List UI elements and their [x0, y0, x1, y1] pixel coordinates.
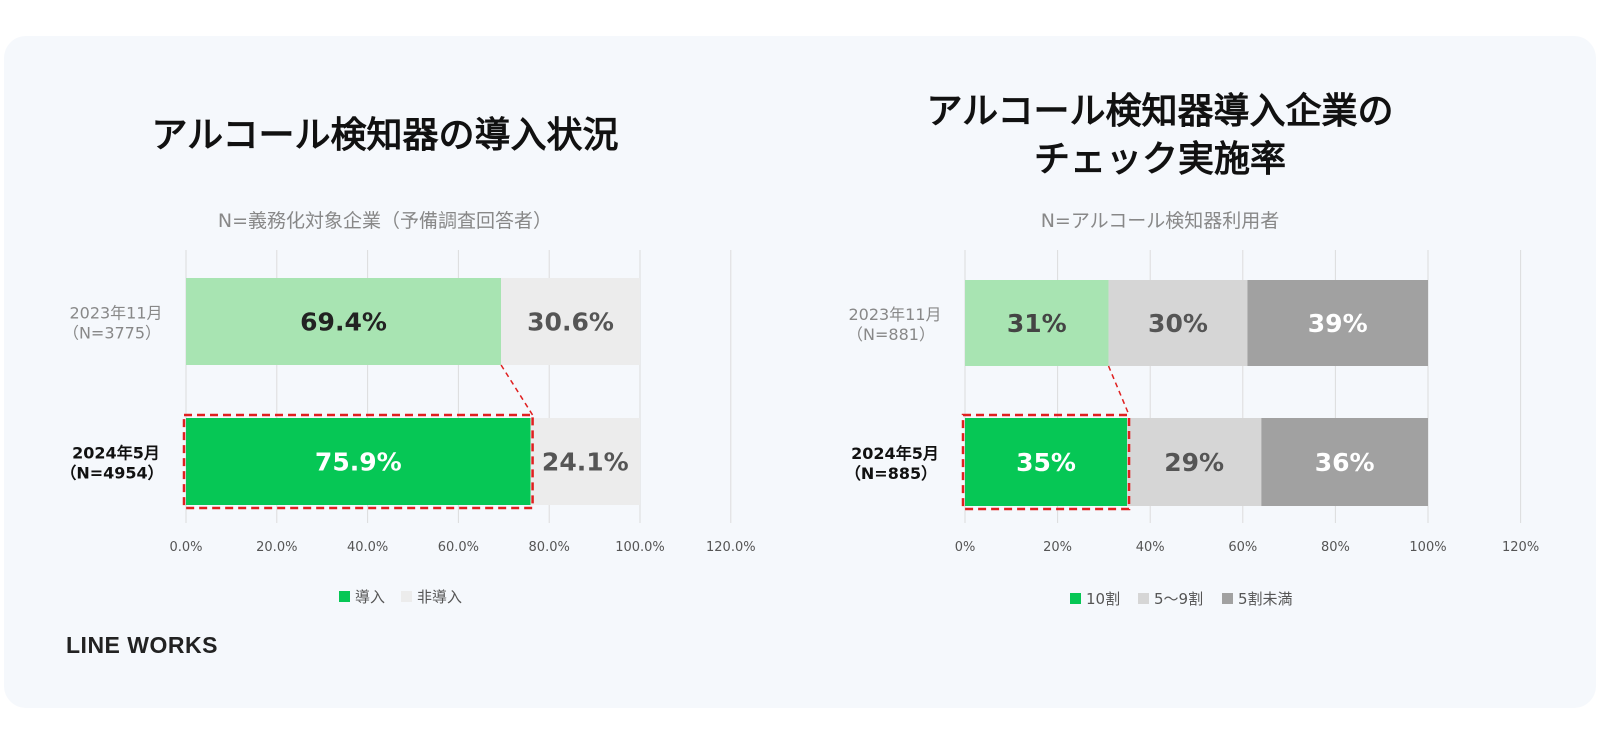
chart-2-bar-2-row-2	[1127, 418, 1262, 506]
chart-2-data-label: 39%	[1308, 309, 1368, 338]
chart-1-category-sublabel: （N=4954）	[60, 464, 163, 483]
chart-2-data-label: 29%	[1164, 448, 1224, 477]
chart-2-data-label: 30%	[1148, 309, 1208, 338]
chart-1-highlight-box	[182, 413, 534, 510]
chart-2-data-label: 35%	[1016, 448, 1076, 477]
chart-2-data-label: 31%	[1007, 309, 1067, 338]
chart-1-x-tick-label: 40.0%	[347, 540, 388, 555]
chart-1-bar-2-row-2	[530, 418, 640, 505]
chart-1-bar-2-row-1	[501, 278, 640, 365]
chart-2-x-tick-label: 40%	[1136, 540, 1165, 555]
chart-2-bar-3-row-2	[1261, 418, 1428, 506]
chart-1-data-label: 30.6%	[527, 308, 614, 337]
chart-1-title: アルコール検知器の導入状況	[151, 115, 619, 156]
chart-1-category-sublabel: （N=3775）	[63, 324, 161, 343]
line-works-logo: LINE WORKS	[66, 632, 218, 658]
chart-2-x-tick-label: 120%	[1502, 540, 1539, 555]
chart-2-category-sublabel: （N=881）	[847, 325, 935, 344]
chart-2-x-tick-label: 60%	[1228, 540, 1257, 555]
chart-2-x-tick-label: 80%	[1321, 540, 1350, 555]
chart-2-title: アルコール検知器導入企業の チェック実施率	[880, 88, 1440, 184]
chart-2-legend-swatch	[1222, 593, 1233, 604]
chart-2-data-label: 36%	[1315, 448, 1375, 477]
chart-1-legend-label: 導入	[355, 588, 385, 606]
chart-1-x-tick-label: 80.0%	[529, 540, 570, 555]
chart-1-x-tick-label: 20.0%	[256, 540, 297, 555]
chart-2-x-tick-label: 0%	[955, 540, 976, 555]
chart-2-category-label: 2023年11月	[848, 305, 941, 324]
chart-1-data-label: 75.9%	[315, 448, 402, 477]
chart-2-bar-3-row-1	[1247, 280, 1428, 366]
chart-2-subtitle: N=アルコール検知器利用者	[1040, 210, 1280, 232]
chart-1-x-tick-label: 100.0%	[615, 540, 665, 555]
chart-2-x-tick-label: 100%	[1409, 540, 1446, 555]
chart-2-highlight-box	[961, 413, 1131, 511]
chart-2-legend-label: 10割	[1086, 590, 1120, 608]
chart-2-bar-1-row-2	[965, 418, 1128, 506]
chart-1-highlight-connector	[500, 364, 534, 416]
chart-2-legend-swatch	[1138, 593, 1149, 604]
chart-1-category-label: 2024年5月	[72, 444, 160, 463]
chart-1-bar-1-row-2	[186, 418, 531, 505]
chart-1-subtitle: N=義務化対象企業（予備調査回答者）	[217, 210, 553, 232]
chart-2-legend-label: 5割未満	[1238, 590, 1293, 608]
chart-2-bar-2-row-1	[1108, 280, 1248, 366]
chart-1-data-label: 24.1%	[542, 448, 629, 477]
chart-2-title-line2: チェック実施率	[1033, 139, 1286, 180]
chart-2-category-sublabel: （N=885）	[845, 464, 937, 483]
chart-1-category-label: 2023年11月	[69, 304, 162, 323]
chart-1-x-tick-label: 0.0%	[169, 540, 202, 555]
chart-1-legend-swatch	[339, 591, 350, 602]
chart-2-legend-swatch	[1070, 593, 1081, 604]
chart-2-highlight-connector	[1107, 365, 1130, 416]
chart-1-x-tick-label: 60.0%	[438, 540, 479, 555]
chart-card	[4, 36, 1596, 708]
chart-1-legend-label: 非導入	[417, 588, 462, 606]
chart-1-bar-1-row-1	[186, 278, 502, 365]
chart-2-legend-label: 5～9割	[1154, 590, 1203, 608]
chart-2-bar-1-row-1	[965, 280, 1109, 366]
chart-1-legend-swatch	[401, 591, 412, 602]
chart-1-x-tick-label: 120.0%	[706, 540, 756, 555]
chart-2-category-label: 2024年5月	[851, 444, 939, 463]
chart-2-title-line1: アルコール検知器導入企業の	[926, 91, 1394, 132]
chart-1-data-label: 69.4%	[300, 308, 387, 337]
chart-2-x-tick-label: 20%	[1043, 540, 1072, 555]
